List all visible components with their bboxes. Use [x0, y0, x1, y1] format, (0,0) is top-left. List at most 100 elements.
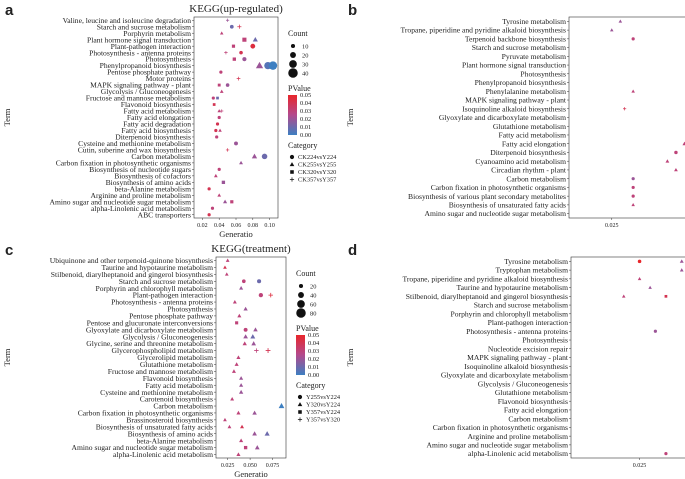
term-label: Flavonoid biosynthesis: [121, 100, 191, 109]
term-label: Arginine and proline metabolism: [468, 432, 569, 441]
data-point: [268, 61, 278, 70]
data-point: [215, 135, 219, 139]
panel-letter: a: [5, 2, 14, 19]
term-label: Biosynthesis of amino acids: [106, 178, 191, 187]
term-label: Plant-pathogen interaction: [133, 291, 214, 300]
data-point: [236, 410, 241, 415]
term-label: Fatty acid biosynthesis: [121, 126, 191, 135]
data-point: [623, 107, 627, 111]
data-point: [253, 327, 258, 332]
data-point: [268, 292, 274, 298]
data-point: [621, 294, 626, 298]
plot-frame: [215, 256, 287, 459]
x-tick-label: 0.04: [214, 223, 225, 229]
term-label: Pentose phosphate pathway: [129, 312, 213, 321]
term-label: Glutathione metabolism: [495, 388, 568, 397]
data-point: [250, 334, 256, 339]
data-point: [240, 424, 245, 429]
y-axis-label: Term: [345, 108, 355, 126]
term-label: Photosynthesis - antenna proteins: [89, 48, 191, 57]
category-legend-label: Y255vsY224: [306, 394, 341, 401]
term-label: alpha-Linolenic acid metabolism: [91, 204, 191, 213]
term-label: MAPK signaling pathway - plant: [467, 353, 569, 362]
data-point: [674, 150, 678, 155]
term-label: Porphyrin and chlorophyll metabolism: [451, 309, 569, 318]
data-point: [239, 383, 244, 387]
term-label: Stilbenoid, diarylheptanoid and gingerol…: [406, 292, 568, 301]
term-label: Plant-pathogen interaction: [111, 42, 192, 51]
count-legend-title: Count: [288, 29, 308, 38]
term-label: Ubiquinone and other terpenoid-quinone b…: [50, 256, 213, 265]
count-legend-label: 60: [310, 301, 316, 308]
panel-letter: d: [348, 242, 357, 259]
data-point: [631, 203, 635, 207]
term-label: Cysteine and methionine metabolism: [100, 388, 213, 397]
count-legend-dot: [290, 52, 296, 58]
data-point: [237, 313, 242, 318]
data-point: [631, 177, 635, 181]
category-legend-title: Category: [288, 141, 317, 150]
count-legend-label: 10: [302, 43, 308, 50]
term-label: Biosynthesis of unsaturated fatty acids: [449, 200, 566, 209]
term-label: Motor proteins: [146, 74, 191, 83]
data-point: [235, 321, 239, 325]
data-point: [217, 109, 221, 113]
data-point: [252, 37, 258, 42]
data-point: [239, 376, 244, 380]
data-point: [219, 70, 223, 74]
term-label: Stilbenoid, diarylheptanoid and gingerol…: [51, 270, 213, 279]
term-label: Fatty acid metabolism: [499, 131, 567, 140]
term-label: Tyrosine metabolism: [502, 17, 566, 26]
y-axis-label: Term: [2, 348, 12, 366]
count-legend-label: 40: [302, 70, 308, 77]
term-label: Glycine, serine and threonine metabolism: [86, 339, 213, 348]
data-point: [631, 185, 635, 190]
term-label: Starch and sucrose metabolism: [97, 22, 191, 31]
data-point: [664, 294, 668, 298]
data-point: [211, 96, 215, 100]
data-point: [220, 109, 224, 113]
term-label: Glycolysis / Gluconeogenesis: [478, 379, 568, 388]
pvalue-tick-label: 0.05: [300, 92, 311, 99]
category-legend-label: CK224vsY224: [298, 154, 337, 161]
x-tick-label: 0.025: [605, 223, 619, 229]
count-legend-dot: [296, 308, 306, 318]
y-axis-label: Term: [345, 348, 355, 366]
data-point: [239, 286, 244, 290]
x-tick-label: 0.10: [264, 223, 275, 229]
data-point: [257, 279, 262, 284]
pvalue-tick-label: 0.02: [300, 116, 311, 123]
term-label: Carbon metabolism: [508, 414, 568, 423]
term-label: alpha-Linolenic acid metabolism: [113, 450, 213, 459]
data-point: [238, 389, 244, 394]
term-label: Photosynthesis: [522, 336, 568, 345]
data-point: [243, 327, 248, 332]
data-point: [674, 167, 678, 172]
term-label: Biosynthesis of amino acids: [128, 429, 213, 438]
term-label: MAPK signaling pathway - plant: [465, 96, 567, 105]
panel-d: dKEGG(control)Tyrosine metabolismTryptop…: [345, 242, 685, 469]
term-label: Plant hormone signal transduction: [87, 35, 191, 44]
term-label: Brassinosteroid biosynthesis: [126, 415, 213, 424]
category-legend-title: Category: [296, 381, 325, 390]
panel-b: bKEGG(down-regulated)Tyrosine metabolism…: [345, 2, 685, 229]
data-point: [237, 24, 242, 29]
pvalue-tick-label: 0.01: [308, 364, 319, 371]
data-point: [251, 341, 257, 346]
term-label: Biosynthesis of cofactors: [114, 171, 191, 180]
term-label: Amino sugar and nucleotide sugar metabol…: [71, 443, 213, 452]
term-label: Glycerophospholipid metabolism: [112, 346, 214, 355]
data-point: [225, 148, 230, 152]
category-legend-symbol: [298, 410, 302, 414]
data-point: [664, 452, 668, 456]
pvalue-tick-label: 0.03: [308, 348, 319, 355]
term-label: Photosynthesis: [145, 55, 191, 64]
term-label: Biosynthesis of unsaturated fatty acids: [96, 422, 213, 431]
term-label: Cutin, suberine and wax biosynthesis: [78, 146, 191, 155]
data-point: [232, 300, 237, 304]
category-legend-symbol: [289, 162, 295, 167]
panel-letter: c: [5, 242, 13, 259]
term-label: Porphyrin metabolism: [123, 29, 191, 38]
data-point: [637, 277, 642, 281]
term-label: Photosynthesis - antenna proteins: [111, 298, 213, 307]
